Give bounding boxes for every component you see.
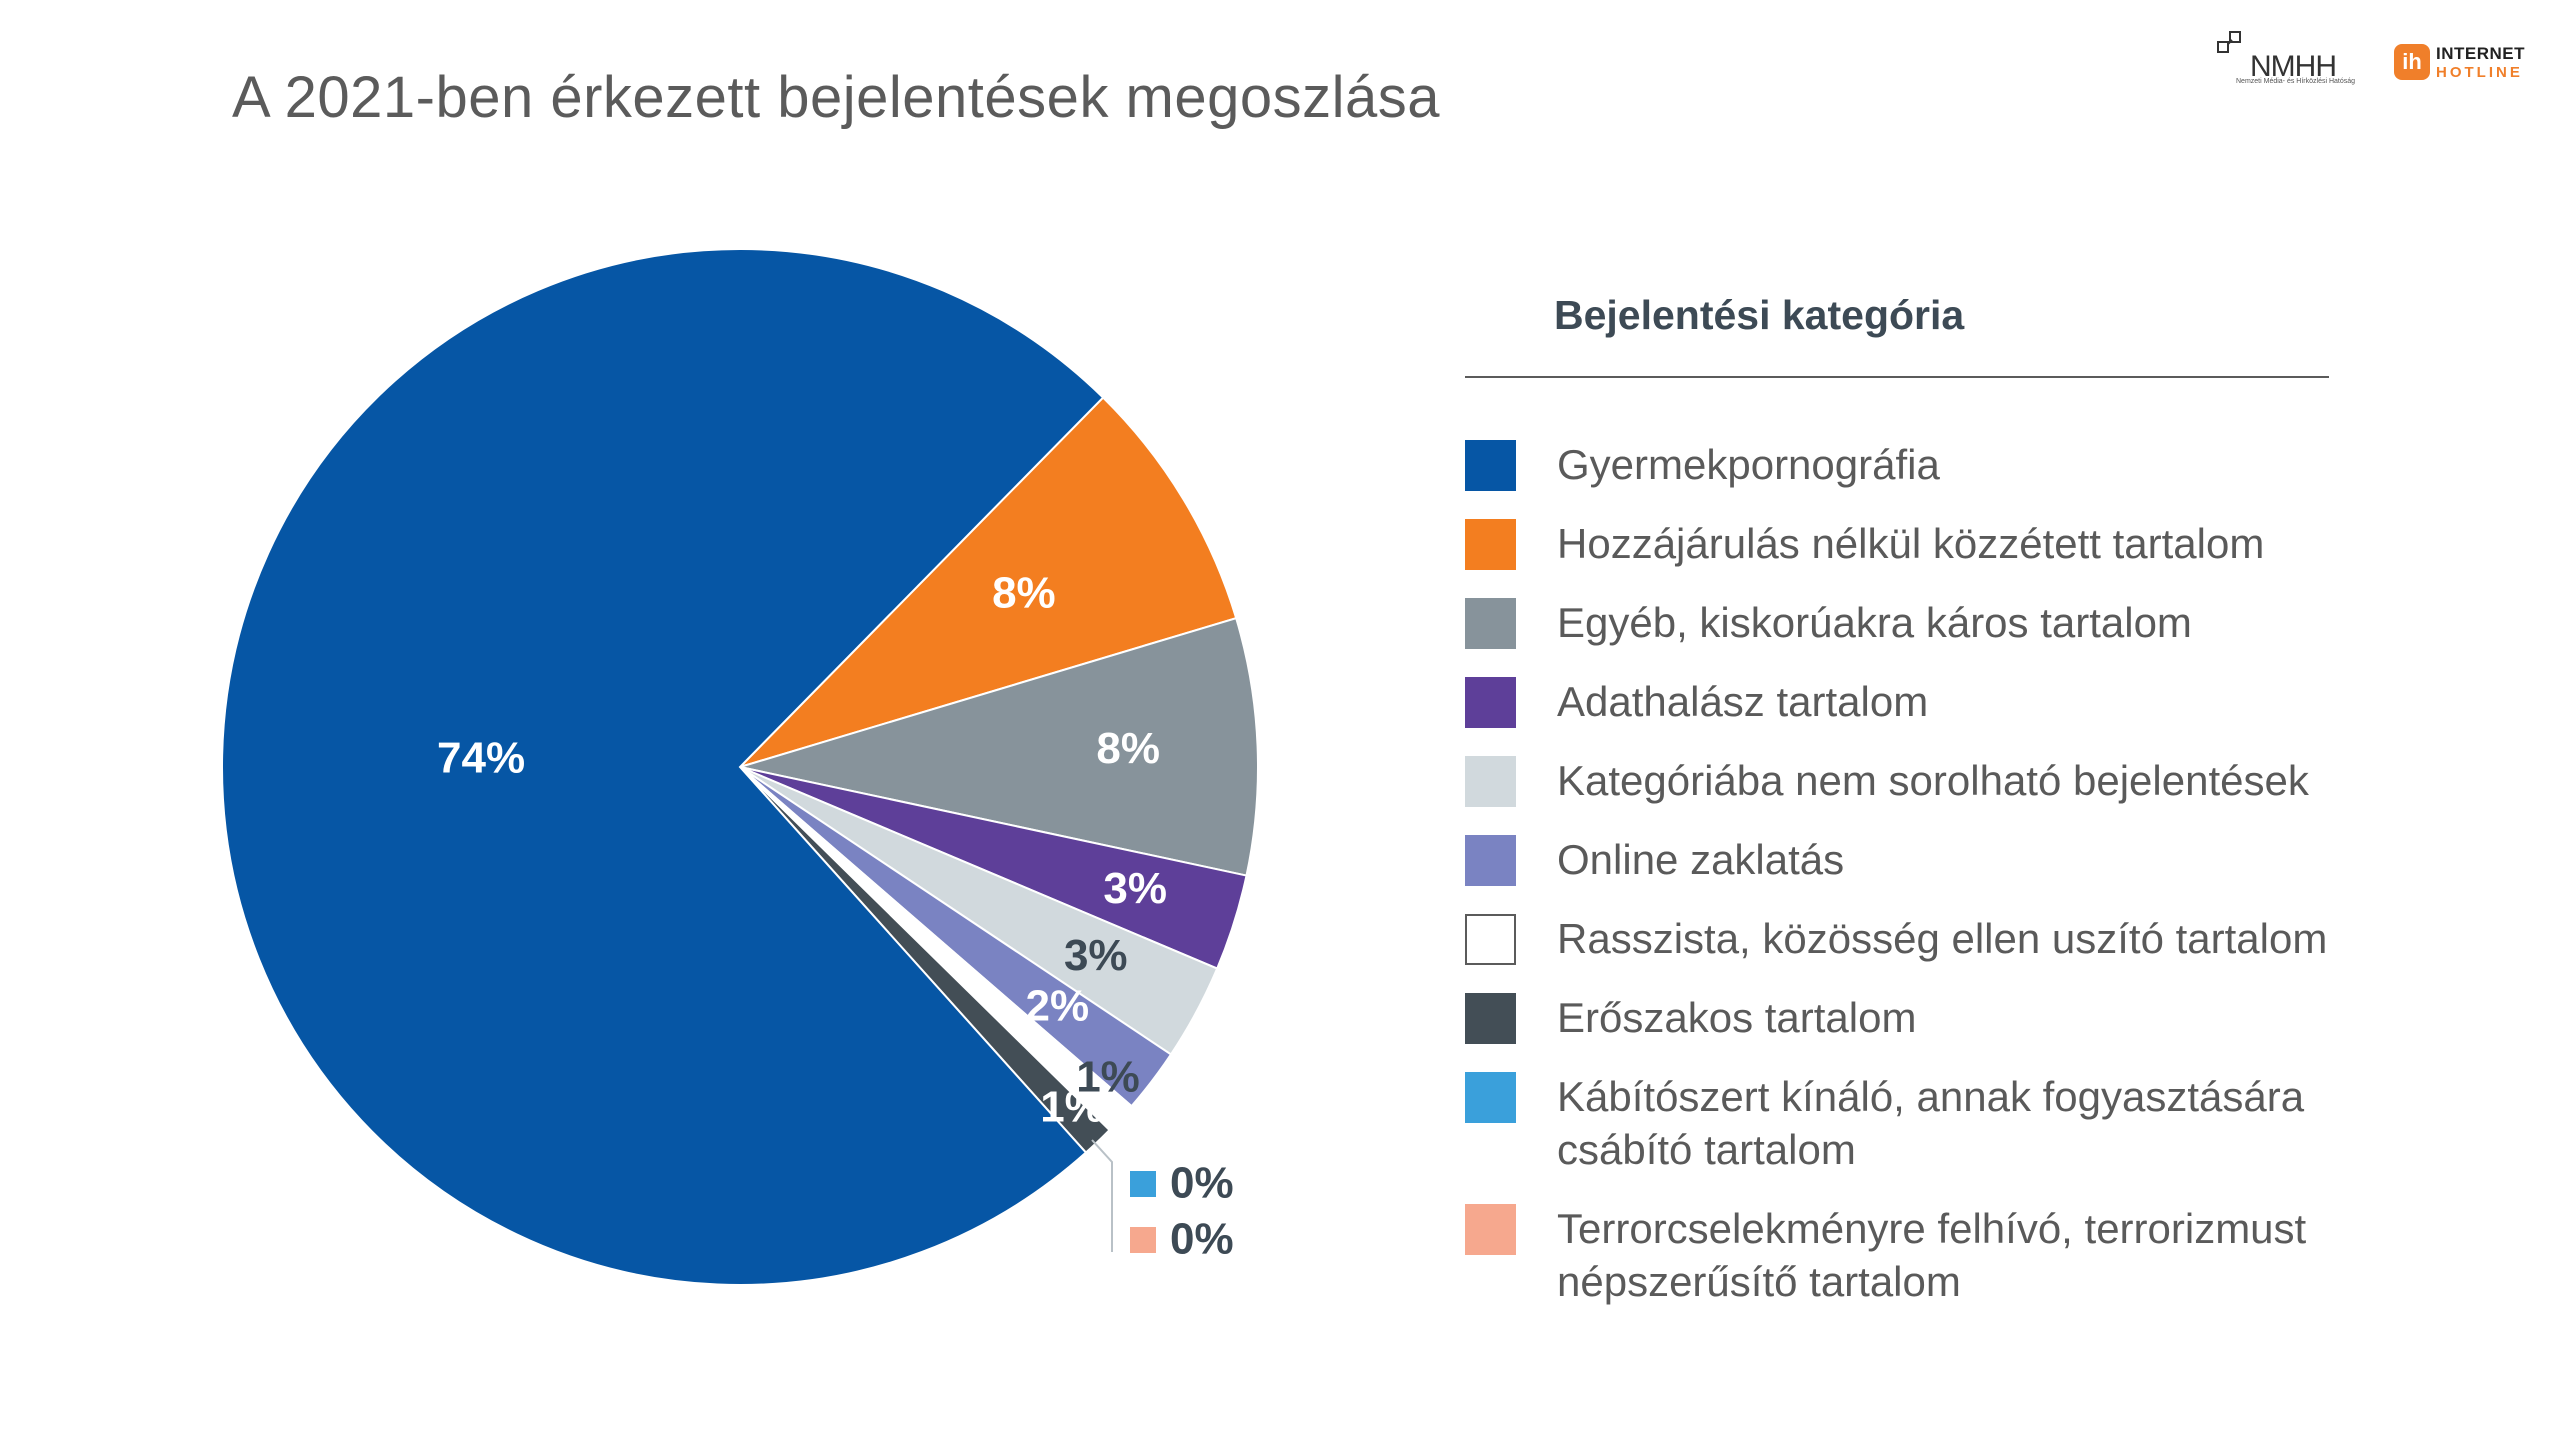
legend-item: Terrorcselekményre felhívó, terrorizmust… [1465, 1202, 2365, 1308]
slice-label-5: 3% [1064, 931, 1128, 980]
legend-swatch [1465, 756, 1516, 807]
nmhh-logo-subtitle: Nemzeti Média- és Hírközlési Hatóság [2236, 78, 2356, 85]
legend-swatch [1465, 677, 1516, 728]
slice-label-9: 0% [1170, 1159, 1234, 1208]
slice-label-10: 0% [1170, 1215, 1234, 1264]
legend-label: Gyermekpornográfia [1557, 441, 1940, 488]
legend-swatch [1465, 1072, 1516, 1123]
legend-item: Kábítószert kínáló, annak fogyasztására … [1465, 1070, 2365, 1176]
legend-label: Adathalász tartalom [1557, 678, 1929, 725]
legend-label: Kategóriába nem sorolható bejelentések [1557, 757, 2309, 804]
pie-slice-2 [739, 396, 1238, 768]
legend-swatch [1465, 598, 1516, 649]
internet-hotline-logo-icon: ih [2394, 44, 2430, 80]
legend-item: Gyermekpornográfia [1465, 438, 2365, 491]
zero-callout-marker-9 [1130, 1171, 1156, 1197]
legend-swatch [1465, 1204, 1516, 1255]
zero-callout-marker-10 [1130, 1227, 1156, 1253]
internet-hotline-logo-text: INTERNET [2436, 44, 2525, 63]
legend-item: Erőszakos tartalom [1465, 991, 2365, 1044]
slice-label-6: 2% [1025, 981, 1089, 1030]
legend-label: Hozzájárulás nélkül közzétett tartalom [1557, 520, 2265, 567]
legend-item: Kategóriába nem sorolható bejelentések [1465, 754, 2365, 807]
slice-label-4: 3% [1103, 864, 1167, 913]
legend-divider [1465, 376, 2329, 378]
slice-label-8: 1% [1040, 1083, 1104, 1132]
internet-hotline-logo-subtext: HOTLINE [2436, 64, 2523, 81]
legend-label: Kábítószert kínáló, annak fogyasztására … [1557, 1073, 2305, 1173]
legend-swatch [1465, 440, 1516, 491]
legend-item: Adathalász tartalom [1465, 675, 2365, 728]
slice-label-3: 8% [1096, 724, 1160, 773]
legend-label: Egyéb, kiskorúakra káros tartalom [1557, 599, 2192, 646]
legend-swatch [1465, 993, 1516, 1044]
slice-label-1: 74% [437, 734, 525, 783]
legend-label: Erőszakos tartalom [1557, 994, 1917, 1041]
legend-item: Online zaklatás [1465, 833, 2365, 886]
legend-item: Egyéb, kiskorúakra káros tartalom [1465, 596, 2365, 649]
pie-slice-3 [739, 616, 1259, 877]
pie-chart: 8%8%3%3%2%1%1%74%0%0% [221, 248, 1259, 1286]
legend-swatch [1465, 914, 1516, 965]
slice-label-7: 1% [1076, 1053, 1140, 1102]
page-title: A 2021-ben érkezett bejelentések megoszl… [232, 65, 1441, 130]
legend-label: Rasszista, közösség ellen uszító tartalo… [1557, 915, 2328, 962]
legend-title: Bejelentési kategória [1554, 292, 1965, 338]
legend-label: Online zaklatás [1557, 836, 1845, 883]
legend-item: Rasszista, közösség ellen uszító tartalo… [1465, 912, 2365, 965]
nmhh-logo-text: NMHH [2250, 50, 2337, 83]
slice-label-2: 8% [992, 568, 1056, 617]
legend-swatch [1465, 835, 1516, 886]
pie-slice-1 [221, 248, 1105, 1286]
legend: Gyermekpornográfia Hozzájárulás nélkül kö… [1465, 438, 2365, 1334]
legend-label: Terrorcselekményre felhívó, terrorizmust… [1557, 1205, 2307, 1305]
legend-item: Hozzájárulás nélkül közzétett tartalom [1465, 517, 2365, 570]
zero-callout-leader [1091, 1139, 1113, 1252]
legend-swatch [1465, 519, 1516, 570]
nmhh-logo [2217, 31, 2241, 53]
